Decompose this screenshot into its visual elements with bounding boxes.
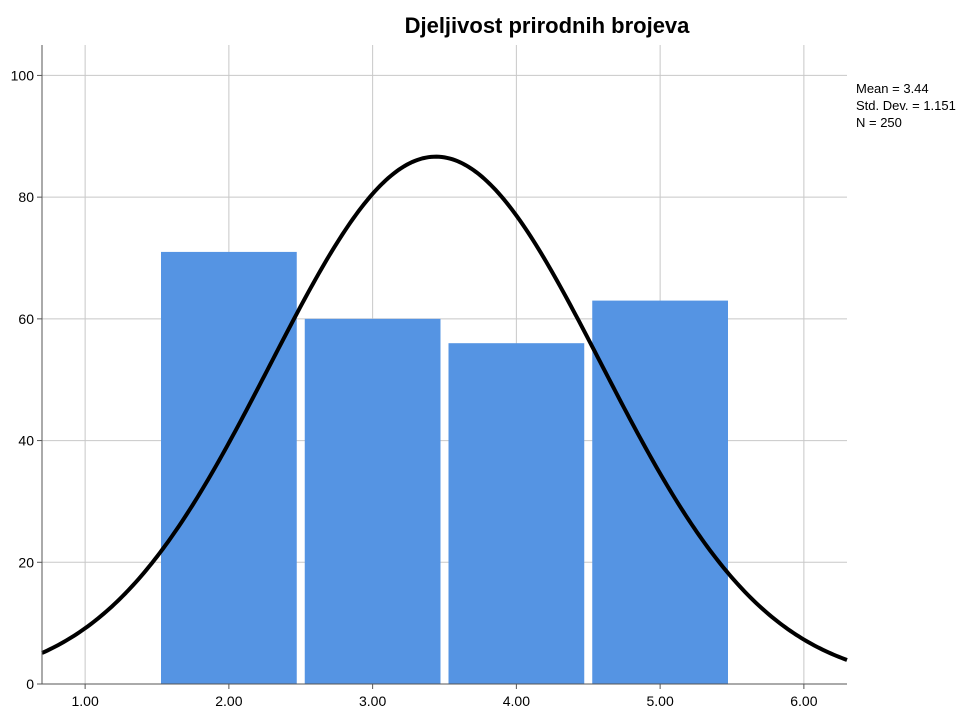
x-tick-label: 3.00 bbox=[359, 693, 386, 709]
stats-std-dev: Std. Dev. = 1.151 bbox=[856, 98, 956, 113]
y-tick-label: 80 bbox=[18, 189, 34, 205]
x-tick-label: 1.00 bbox=[72, 693, 99, 709]
histogram-bar bbox=[161, 251, 297, 684]
x-tick-label: 6.00 bbox=[790, 693, 817, 709]
stats-box: Mean = 3.44 Std. Dev. = 1.151 N = 250 bbox=[856, 81, 956, 130]
x-tick-label: 2.00 bbox=[215, 693, 242, 709]
normal-curve bbox=[41, 154, 848, 662]
y-tick-label: 60 bbox=[18, 311, 34, 327]
axes bbox=[37, 45, 847, 689]
stats-mean: Mean = 3.44 bbox=[856, 81, 929, 96]
tick-labels: 0 20 40 60 80 100 1.00 2.00 3.00 4.00 5.00 6.00 bbox=[11, 67, 818, 709]
y-tick-label: 40 bbox=[18, 433, 34, 449]
x-tick-label: 4.00 bbox=[503, 693, 530, 709]
y-tick-label: 20 bbox=[18, 554, 34, 570]
chart-title: Djeljivost prirodnih brojeva bbox=[405, 13, 691, 38]
bars bbox=[161, 251, 728, 684]
y-tick-label: 100 bbox=[11, 67, 35, 83]
x-tick-label: 5.00 bbox=[647, 693, 674, 709]
y-tick-label: 0 bbox=[26, 676, 34, 692]
normal-curve-layer bbox=[41, 154, 848, 662]
stats-n: N = 250 bbox=[856, 115, 902, 130]
histogram-bar bbox=[448, 343, 585, 684]
histogram-bar bbox=[304, 318, 441, 684]
histogram-bar bbox=[592, 300, 728, 684]
